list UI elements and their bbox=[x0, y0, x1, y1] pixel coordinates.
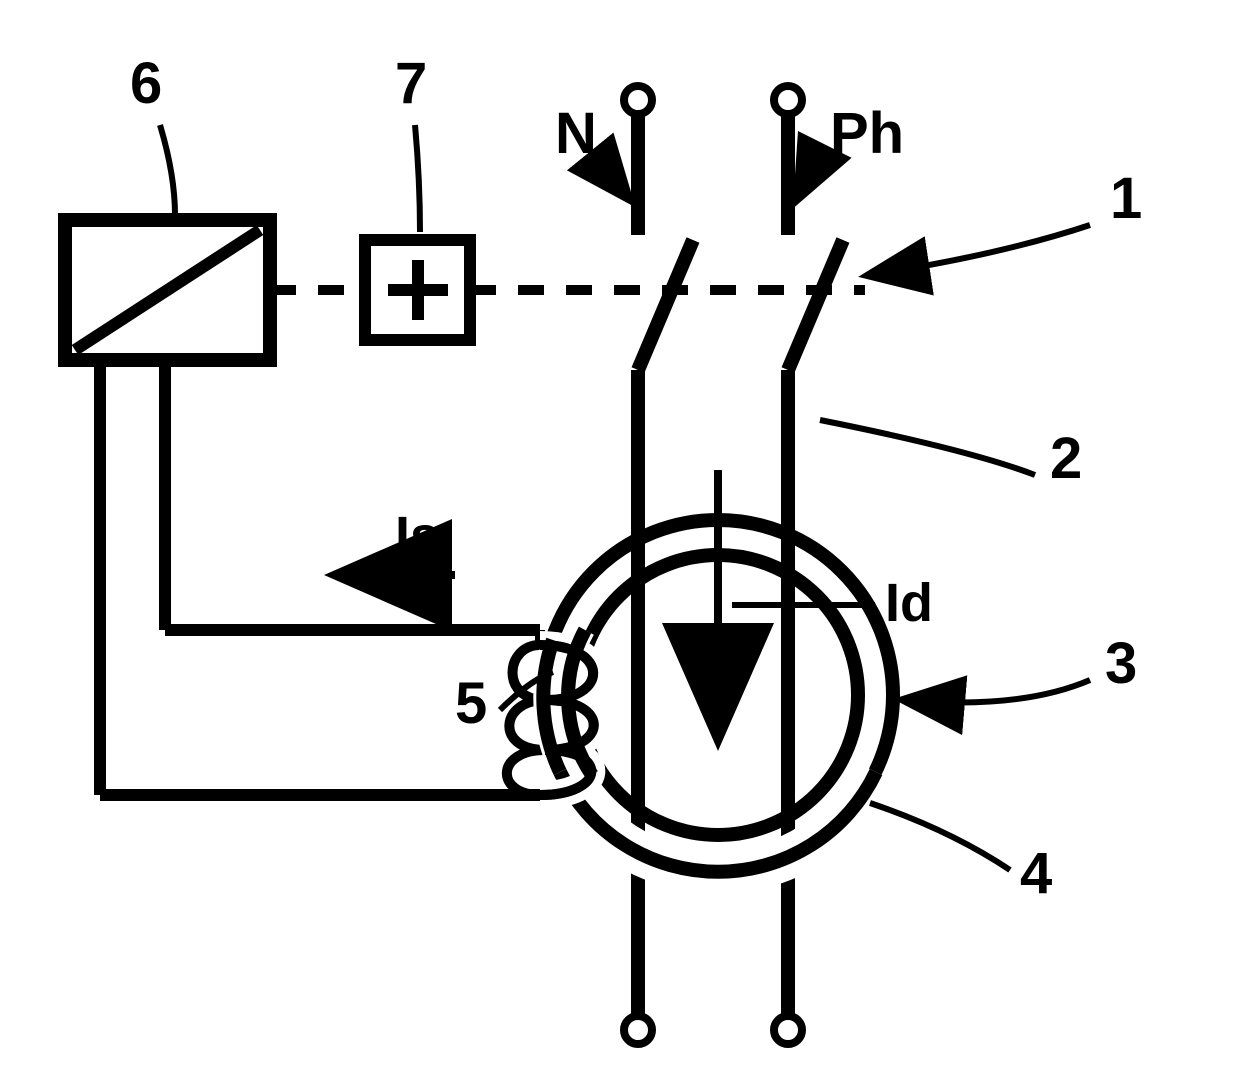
label-Is: Is bbox=[395, 505, 440, 567]
label-3: 3 bbox=[1105, 630, 1137, 697]
switch-throw-right bbox=[788, 240, 843, 370]
leader-N bbox=[598, 168, 628, 198]
label-N: N bbox=[555, 100, 597, 167]
leader-4 bbox=[870, 803, 1010, 870]
label-6: 6 bbox=[130, 50, 162, 117]
leader-3 bbox=[905, 680, 1090, 703]
terminal-top-left bbox=[624, 86, 652, 114]
terminal-bottom-right bbox=[774, 1016, 802, 1044]
switch-throw-left bbox=[638, 240, 693, 370]
label-2: 2 bbox=[1050, 425, 1082, 492]
label-Ph: Ph bbox=[830, 100, 904, 167]
circuit-diagram bbox=[0, 0, 1245, 1078]
leader-2 bbox=[820, 420, 1035, 475]
label-Id: Id bbox=[885, 572, 933, 634]
leader-7 bbox=[415, 125, 420, 232]
terminal-bottom-left bbox=[624, 1016, 652, 1044]
terminal-top-right bbox=[774, 86, 802, 114]
label-4: 4 bbox=[1020, 840, 1052, 907]
leader-6 bbox=[160, 125, 175, 215]
label-1: 1 bbox=[1110, 165, 1142, 232]
label-5: 5 bbox=[455, 670, 487, 737]
leader-Ph bbox=[798, 168, 828, 198]
label-7: 7 bbox=[395, 50, 427, 117]
leader-1 bbox=[870, 225, 1090, 275]
